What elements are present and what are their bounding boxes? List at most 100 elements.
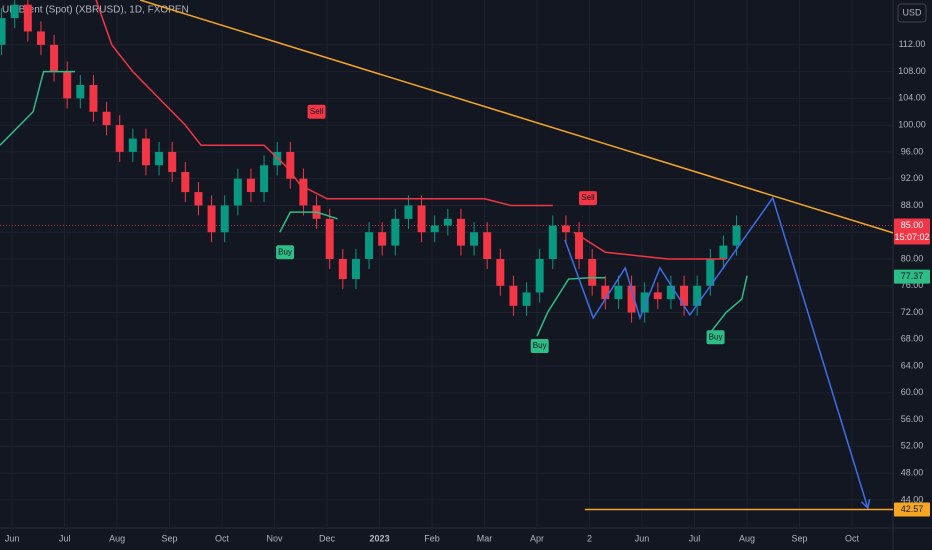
x-tick-label: Jun [5,533,20,543]
candle-body [115,125,124,152]
signal-label: Buy [709,332,723,341]
y-tick-label: 92.00 [901,173,924,183]
candle-body [548,225,557,259]
price-label-box [894,269,930,284]
candle-body [509,285,518,306]
candle-body [653,292,662,300]
x-tick-label: Dec [319,533,336,543]
candle-body [706,258,715,286]
indicator-line [564,196,869,509]
candle-body [443,218,452,226]
candle-body [640,292,649,313]
indicator-line [573,231,727,260]
chart-title: UK Brent (Spot) (XBRUSD), 1D, FXOPEN [2,5,189,16]
candle-body [351,258,360,280]
candle-body [430,225,439,233]
x-tick-label: Apr [530,533,544,543]
candle-body [680,285,689,306]
candle-body [614,285,623,300]
candle-body [535,258,544,293]
price-label: 77.37 [901,271,924,281]
candle-body [575,232,584,259]
candle-body [627,285,636,313]
candle-body [365,232,374,259]
signal-label: Sell [581,193,595,202]
candle-body [470,232,479,246]
signal-label: Buy [278,247,292,256]
x-tick-label: 2 [587,533,592,543]
candle-body [155,151,164,166]
signal-label: Sell [310,107,324,116]
candle-body [456,218,465,246]
signal-badge [706,330,725,345]
candle-body [732,225,741,246]
candle-body [128,138,137,152]
x-tick-label: Mar [477,533,493,543]
signal-badge [307,104,326,119]
y-tick-label: 56.00 [901,414,924,424]
candle-body [260,165,269,193]
y-tick-label: 72.00 [901,307,924,317]
y-tick-label: 76.00 [901,280,924,290]
indicator-line [0,70,76,146]
candle-body [417,205,426,233]
candle-body [220,205,229,233]
x-tick-label: Sep [162,533,178,543]
candle-body [338,258,347,280]
price-label: 85.00 [901,220,924,230]
candle-body [561,225,570,233]
y-tick-label: 64.00 [901,360,924,370]
signal-label: Buy [533,341,547,350]
currency[interactable]: USD [902,7,922,17]
signal-badge [530,338,549,353]
x-tick-label: Jun [635,533,650,543]
price-label-box [894,502,930,517]
signal-badge [276,245,295,260]
candle-body [391,218,400,246]
x-tick-label: Oct [215,533,230,543]
candle-body [666,285,675,300]
y-tick-label: 68.00 [901,334,924,344]
y-tick-label: 112.00 [899,39,926,49]
candle-body [194,192,203,206]
candle-body [207,205,216,233]
candle-body [588,258,597,286]
candle-body [286,151,295,179]
y-tick-label: 52.00 [901,441,924,451]
x-tick-label: Nov [267,533,284,543]
x-tick-label: Aug [739,533,755,543]
candle-body [181,171,190,193]
candle-body [601,285,610,300]
indicator-line [95,0,553,207]
indicator-line [536,276,606,337]
candle-body [496,258,505,286]
candle-body [36,31,45,45]
candle-body [168,151,177,172]
candle-body [23,4,32,32]
x-tick-label: Sep [792,533,808,543]
candle-body [63,71,72,99]
y-tick-label: 100.00 [898,120,926,130]
candle-body [693,285,702,306]
indicator-line [279,211,338,233]
candle-body [719,245,728,259]
candle-body [76,84,85,99]
candle-body [483,232,492,259]
x-tick-label: Jul [689,533,701,543]
currency-button[interactable] [897,3,927,23]
x-tick-label: Oct [845,533,860,543]
arrow-head [860,499,871,510]
candle-body [0,18,6,45]
candle-body [89,84,98,112]
price-countdown: 15:07:02 [894,232,929,242]
x-tick-label: 2023 [370,533,390,543]
y-tick-label: 48.00 [901,468,924,478]
candle-body [102,111,111,126]
price-label: 42.57 [901,504,924,514]
candle-body [233,178,242,206]
indicator-line [709,275,748,334]
signal-badge [578,191,597,206]
y-tick-label: 60.00 [901,387,924,397]
x-tick-label: Aug [109,533,125,543]
